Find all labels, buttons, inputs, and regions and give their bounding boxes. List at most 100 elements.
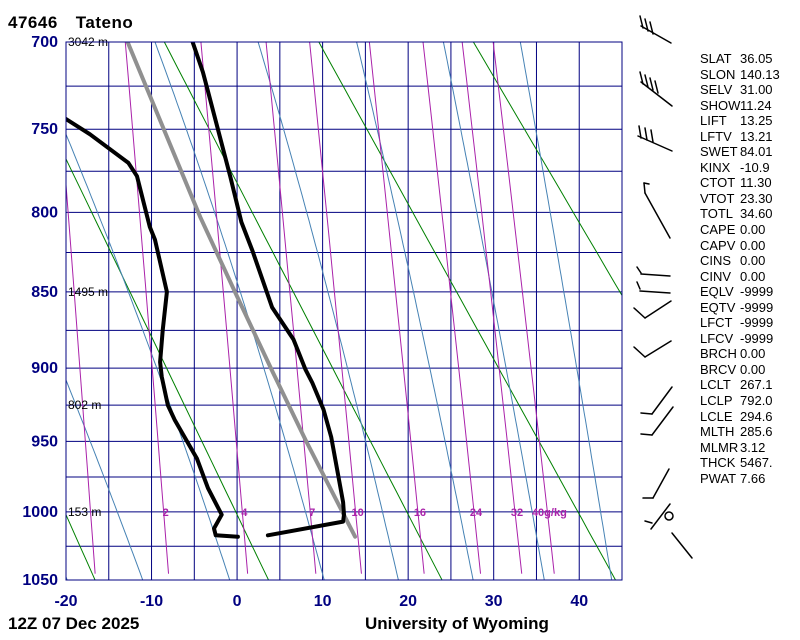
dry-adiabats	[66, 42, 622, 580]
index-label: SLAT	[700, 51, 732, 66]
index-label: KINX	[700, 159, 731, 175]
mixing-ratio-line	[200, 42, 249, 574]
index-label: MLTH	[700, 424, 735, 440]
index-value: 11.24	[740, 97, 772, 113]
index-row: TOTL 34.60	[700, 206, 780, 222]
index-label: LCLP	[700, 393, 733, 409]
wind-barb-segment	[654, 80, 659, 94]
mixing-ratio-label: 32	[511, 507, 523, 519]
temperature-axis-labels: -20 -10 0 10 20 30 40	[54, 593, 588, 610]
wind-barb-segment	[644, 300, 672, 319]
temperature-tick-label: 20	[399, 593, 417, 610]
height-label: 1495 m	[68, 285, 108, 299]
pressure-tick-label: 700	[31, 34, 58, 51]
moist-adiabats	[66, 42, 613, 580]
mixing-ratio-label: 16	[414, 507, 426, 519]
mixing-ratio-label: 4	[241, 507, 248, 519]
pressure-tick-label: 750	[31, 121, 58, 138]
index-label: SHOW	[700, 97, 741, 113]
mixing-ratio-line	[66, 178, 96, 574]
index-row: CAPV 0.00	[700, 238, 780, 254]
wind-barb-segment	[638, 125, 642, 139]
index-row: KINX -10.9	[700, 160, 780, 176]
plot-border	[65, 41, 623, 581]
index-row: LFCT -9999	[700, 315, 780, 331]
index-row: MLTH 285.6	[700, 424, 780, 440]
pressure-tick-label: 1050	[22, 572, 58, 589]
index-value: 140.13	[740, 66, 780, 82]
index-value: 84.01	[740, 144, 773, 160]
index-row: SELV 31.00	[700, 82, 780, 98]
index-value: -10.9	[740, 159, 770, 175]
moist-adiabat-line	[66, 378, 144, 580]
dry-adiabat-line	[163, 42, 443, 580]
index-label: CAPE	[700, 222, 736, 238]
station-name: Tateno	[75, 13, 134, 32]
page-title: 47646 Tateno	[8, 13, 133, 33]
wind-barbs	[633, 15, 693, 559]
wind-barb-segment	[637, 135, 673, 152]
index-row: LCLT 267.1	[700, 377, 780, 393]
index-row: EQLV -9999	[700, 284, 780, 300]
index-row: SLAT 36.05	[700, 51, 780, 67]
wind-barb-segment	[652, 468, 670, 499]
index-row: PWAT 7.66	[700, 471, 780, 487]
index-value: -9999	[740, 284, 774, 300]
index-row: SWET 84.01	[700, 144, 780, 160]
mixing-ratio-line	[368, 42, 425, 574]
index-value: 36.05	[740, 51, 773, 66]
temperature-tick-label: -10	[140, 593, 163, 610]
index-label: MLMR	[700, 439, 739, 455]
pressure-tick-label: 900	[31, 360, 58, 377]
temperature-tick-label: 40	[570, 593, 588, 610]
index-value: 0.00	[740, 268, 766, 284]
index-label: SWET	[700, 144, 738, 160]
index-row: LFTV 13.21	[700, 129, 780, 145]
mixing-ratio-line	[265, 42, 317, 574]
index-label: LFTV	[700, 128, 732, 144]
wind-barb-segment	[639, 15, 644, 29]
mixing-ratio-line	[422, 42, 481, 574]
index-label: EQLV	[700, 284, 734, 300]
index-row: LCLP 792.0	[700, 393, 780, 409]
index-label: PWAT	[700, 470, 737, 486]
moist-adiabat-line	[66, 132, 231, 580]
temperature-trace	[190, 42, 346, 538]
index-row: BRCH 0.00	[700, 346, 780, 362]
wind-barb-segment	[650, 503, 671, 530]
index-value: -9999	[740, 315, 774, 331]
index-value: 7.66	[740, 470, 766, 486]
index-row: LFCV -9999	[700, 331, 780, 347]
index-label: SLON	[700, 66, 736, 82]
wind-barb-segment	[644, 340, 672, 358]
wind-barb-segment	[651, 386, 673, 415]
adiabat-layer	[66, 42, 622, 580]
dry-adiabat-line	[472, 42, 622, 297]
pressure-tick-label: 950	[31, 433, 58, 450]
timestamp: 12Z 07 Dec 2025	[8, 614, 140, 633]
sounding-traces	[66, 42, 358, 539]
wind-barb-segment	[644, 18, 649, 32]
wind-barb-segment	[649, 77, 654, 91]
height-label: 153 m	[68, 505, 101, 519]
index-label: LIFT	[700, 113, 727, 129]
index-label: CTOT	[700, 175, 736, 191]
index-value: 0.00	[740, 346, 766, 362]
index-row: THCK 5467.	[700, 455, 780, 471]
index-value: -9999	[740, 330, 774, 346]
wind-barb-segment	[639, 290, 671, 294]
temperature-tick-label: 0	[233, 593, 242, 610]
wind-barb-segment	[671, 532, 693, 559]
index-row: CINV 0.00	[700, 269, 780, 285]
index-value: 0.00	[740, 253, 766, 269]
index-value: 13.25	[740, 113, 773, 129]
index-row: MLMR 3.12	[700, 440, 780, 456]
index-value: 31.00	[740, 82, 773, 98]
wind-barb-segment	[640, 273, 671, 277]
parcel-path-trace	[125, 42, 358, 539]
mixing-ratio-line	[461, 42, 523, 574]
mixing-ratio-label: 7	[309, 507, 315, 519]
wind-barb-calm-circle	[664, 511, 674, 521]
